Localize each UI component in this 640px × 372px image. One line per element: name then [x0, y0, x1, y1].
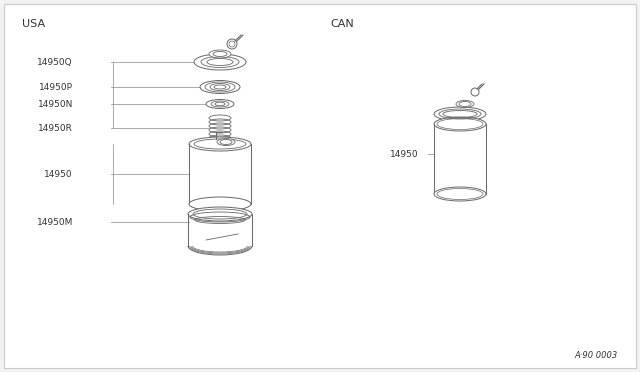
- Ellipse shape: [434, 107, 486, 121]
- Text: 14950M: 14950M: [36, 218, 73, 227]
- Circle shape: [227, 39, 237, 49]
- Ellipse shape: [217, 138, 235, 145]
- Ellipse shape: [434, 117, 486, 131]
- Ellipse shape: [209, 50, 231, 58]
- Text: A·90 0003: A·90 0003: [575, 351, 618, 360]
- Text: 14950P: 14950P: [39, 83, 73, 92]
- Ellipse shape: [200, 80, 240, 93]
- Ellipse shape: [206, 99, 234, 109]
- Text: 14950Q: 14950Q: [37, 58, 73, 67]
- Ellipse shape: [189, 197, 251, 211]
- Text: CAN: CAN: [330, 19, 354, 29]
- Ellipse shape: [434, 187, 486, 201]
- Text: 14950N: 14950N: [38, 99, 73, 109]
- Text: 14950R: 14950R: [38, 124, 73, 132]
- Ellipse shape: [456, 100, 474, 108]
- Ellipse shape: [188, 207, 252, 221]
- Text: USA: USA: [22, 19, 45, 29]
- Ellipse shape: [189, 137, 251, 151]
- Ellipse shape: [194, 54, 246, 70]
- Circle shape: [471, 88, 479, 96]
- Text: 14950: 14950: [390, 150, 419, 158]
- Text: 14950: 14950: [44, 170, 73, 179]
